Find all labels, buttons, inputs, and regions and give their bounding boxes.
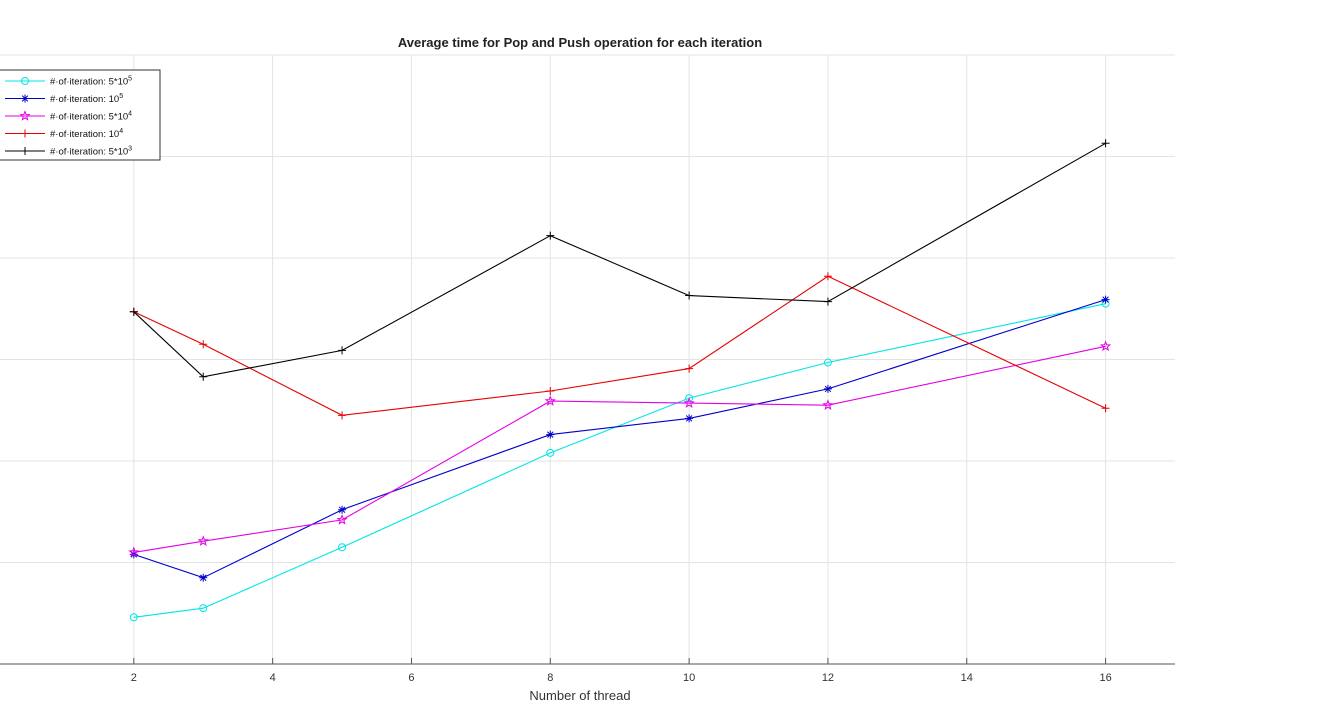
data-point-asterisk [338,505,347,514]
data-point-circle [546,448,555,457]
series-line-4 [129,272,1110,420]
series-path [133,303,1106,618]
data-point-plus [823,297,832,306]
x-tick-label: 2 [131,672,137,684]
series-path [133,142,1106,378]
data-point-star [19,110,31,121]
data-point-circle [21,77,29,85]
series-group [128,139,1112,622]
legend-item-1[interactable]: #·of·iteration: 5*105 [5,76,132,88]
legend-item-5[interactable]: #·of·iteration: 5*103 [5,146,132,158]
series-line-1 [129,299,1110,622]
data-point-star [822,399,834,410]
series-line-2 [129,295,1110,582]
data-point-asterisk [823,384,832,393]
chart-title: Average time for Pop and Push operation … [398,35,762,50]
data-point-plus [1101,404,1110,413]
data-point-star [197,535,209,546]
data-point-plus [685,291,694,300]
legend-label: #·of·iteration: 5*105 [50,76,132,88]
data-point-circle [823,358,832,367]
data-point-plus [129,307,138,316]
data-point-plus [546,231,555,240]
series-path [133,275,1106,416]
data-point-asterisk [199,573,208,582]
data-point-star [683,397,695,408]
legend-label-exponent: 5 [128,76,132,83]
data-point-asterisk [546,430,555,439]
data-point-circle [199,604,208,613]
data-point-star [1099,340,1112,352]
legend-label: #·of·iteration: 5*104 [50,111,132,123]
legend-label: #·of·iteration: 104 [50,128,123,140]
data-point-asterisk [685,414,694,423]
data-point-plus [685,364,694,373]
legend-label-exponent: 4 [128,111,132,118]
legend-label: #·of·iteration: 5*103 [50,146,132,158]
legend-label-exponent: 3 [128,146,132,153]
data-point-plus [21,129,29,138]
data-point-plus [21,147,29,155]
data-point-asterisk [21,94,29,103]
data-point-star [544,395,556,406]
x-tick-label: 16 [1099,672,1111,684]
legend-item-4[interactable]: #·of·iteration: 104 [5,128,123,140]
series-line-5 [129,139,1110,381]
x-ticks: 2 4 6 8 10 12 14 16 [131,658,1112,684]
series-path [133,299,1106,579]
data-point-star [336,513,348,525]
legend-label-exponent: 5 [119,93,123,100]
x-tick-label: 12 [822,672,834,684]
series-path [133,345,1106,553]
legend-item-3[interactable]: #·of·iteration: 5*104 [5,110,132,123]
grid [0,55,1175,664]
data-point-circle [129,613,138,622]
data-point-plus [199,340,208,349]
x-tick-label: 14 [961,672,973,684]
x-tick-label: 10 [683,672,695,684]
series-line-3 [128,340,1112,558]
data-point-plus [546,386,555,395]
data-point-plus [199,372,208,381]
data-point-circle [338,543,347,552]
x-tick-label: 6 [408,672,414,684]
x-tick-label: 4 [270,672,276,684]
data-point-asterisk [1101,295,1110,304]
legend-box [0,69,161,161]
legend-item-2[interactable]: #·of·iteration: 105 [5,93,123,105]
data-point-plus [338,346,347,355]
legend[interactable]: #·of·iteration: 5*105 #·of·iteration: 105… [0,69,161,161]
legend-label-exponent: 4 [119,128,123,135]
data-point-circle [685,394,694,403]
legend-label: #·of·iteration: 105 [50,93,123,105]
x-tick-label: 8 [547,672,553,684]
data-point-plus [338,411,347,420]
axes [0,54,1175,665]
x-axis-label: Number of thread [529,688,630,703]
data-point-plus [1101,139,1110,148]
data-point-plus [823,272,832,281]
data-point-star [128,546,140,558]
